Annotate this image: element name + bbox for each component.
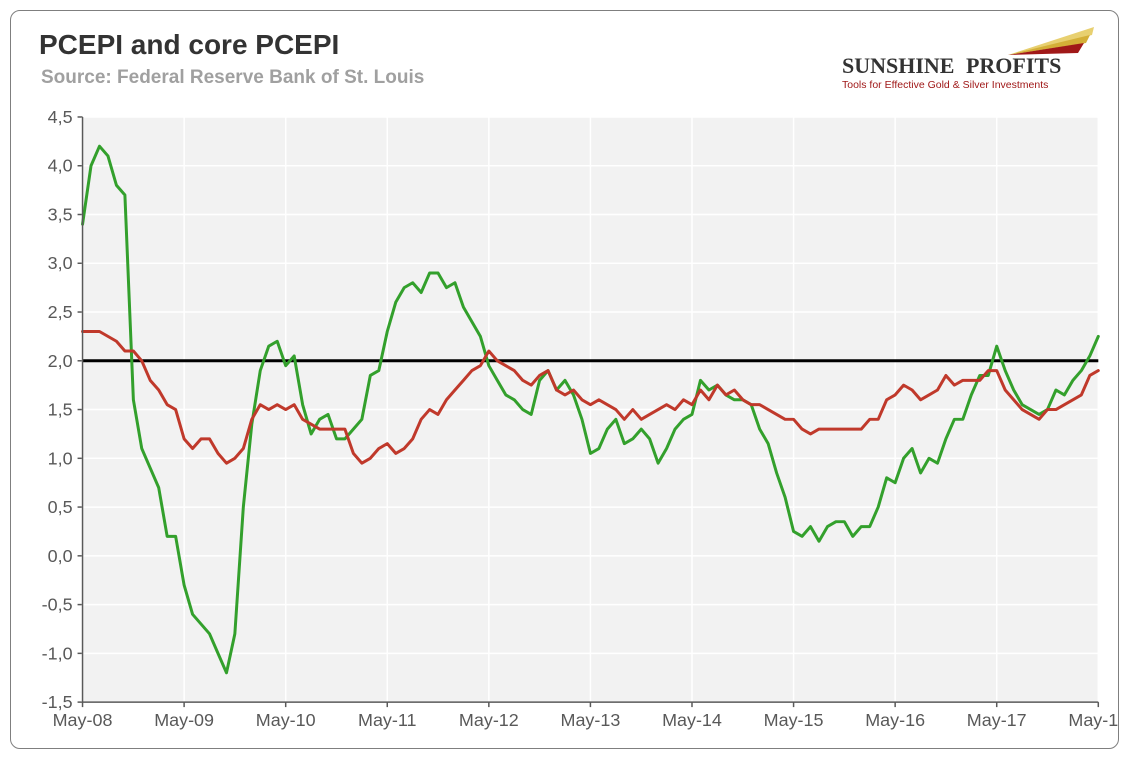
x-axis-label: May-12 xyxy=(459,710,519,730)
y-axis-label: 4,5 xyxy=(48,111,73,127)
x-axis-label: May-08 xyxy=(53,710,113,730)
logo-brand-sunshine: SUNSHINE xyxy=(842,53,954,78)
outer-frame: PCEPI and core PCEPI Source: Federal Res… xyxy=(0,0,1129,759)
x-axis-label: May-15 xyxy=(764,710,824,730)
y-axis-label: 0,5 xyxy=(48,497,73,517)
x-axis-label: May-18 xyxy=(1068,710,1118,730)
y-axis-label: 0,0 xyxy=(48,546,73,566)
chart-title: PCEPI and core PCEPI xyxy=(39,29,339,61)
chart-subtitle: Source: Federal Reserve Bank of St. Loui… xyxy=(41,67,424,89)
y-axis-label: -1,0 xyxy=(42,643,73,663)
x-axis-label: May-17 xyxy=(967,710,1027,730)
x-axis-label: May-10 xyxy=(256,710,316,730)
logo-rays-icon xyxy=(1008,27,1094,55)
x-axis-label: May-09 xyxy=(154,710,214,730)
y-axis-label: 2,5 xyxy=(48,302,73,322)
chart-area: -1,5-1,0-0,50,00,51,01,52,02,53,03,54,04… xyxy=(11,111,1118,738)
x-axis-label: May-11 xyxy=(358,710,417,730)
svg-text:SUNSHINE PROFITS: SUNSHINE PROFITS xyxy=(842,53,1061,78)
y-axis-label: 2,0 xyxy=(48,351,73,371)
y-axis-label: 3,0 xyxy=(48,253,73,273)
y-axis-label: -0,5 xyxy=(42,595,73,615)
logo-brand-profits: PROFITS xyxy=(966,53,1061,78)
logo-tagline: Tools for Effective Gold & Silver Invest… xyxy=(842,79,1048,91)
y-axis-label: 3,5 xyxy=(48,204,73,224)
x-axis-label: May-16 xyxy=(865,710,925,730)
x-axis-label: May-14 xyxy=(662,710,722,730)
y-axis-label: 4,0 xyxy=(48,156,73,176)
sunshine-profits-logo: SUNSHINE PROFITS Tools for Effective Gol… xyxy=(838,25,1098,95)
logo-svg: SUNSHINE PROFITS Tools for Effective Gol… xyxy=(838,25,1098,95)
chart-panel: PCEPI and core PCEPI Source: Federal Res… xyxy=(10,10,1119,749)
chart-svg: -1,5-1,0-0,50,00,51,01,52,02,53,03,54,04… xyxy=(11,111,1118,738)
y-axis-label: 1,5 xyxy=(48,400,73,420)
y-axis-label: 1,0 xyxy=(48,448,73,468)
x-axis-label: May-13 xyxy=(561,710,621,730)
